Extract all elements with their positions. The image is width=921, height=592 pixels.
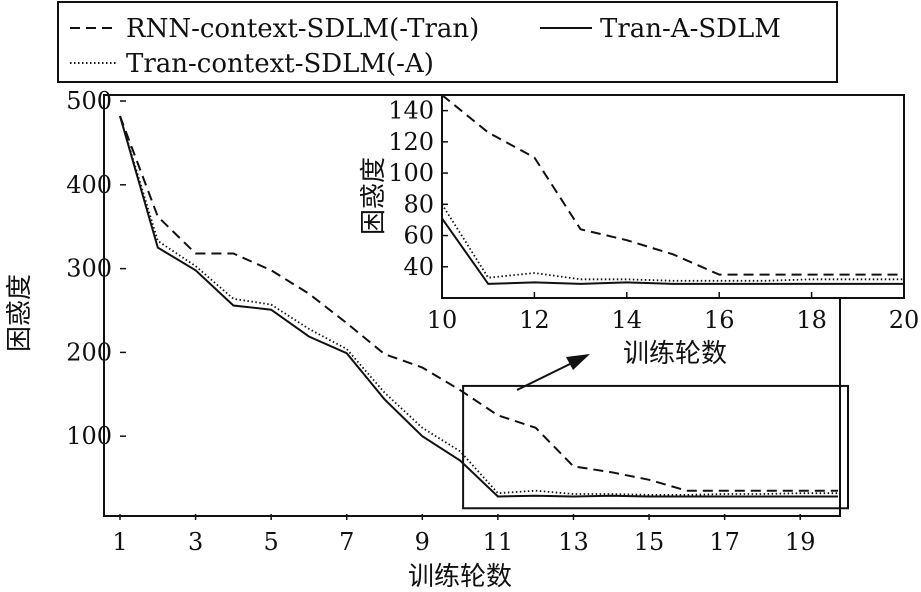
zoom-arrow <box>516 354 590 391</box>
inset-y-tick-label: 40 <box>403 253 434 281</box>
main-x-axis-title: 训练轮数 <box>408 562 512 592</box>
main-x-tick-label: 17 <box>709 528 740 556</box>
main-x-tick-label: 7 <box>339 528 354 556</box>
inset-series-tran-a-sdlm <box>441 217 904 285</box>
main-series-tran-context-sdlm-a <box>119 115 838 496</box>
inset-y-tick-label: 140 <box>388 97 434 125</box>
main-x-tick-label: 1 <box>112 528 127 556</box>
main-y-tick-label: 500 <box>66 87 112 115</box>
main-x-tick-label: 3 <box>188 528 203 556</box>
inset-x-tick-label: 18 <box>796 306 827 334</box>
inset-x-axis-title: 训练轮数 <box>623 339 727 369</box>
main-x-tick-label: 15 <box>634 528 665 556</box>
legend: RNN-context-SDLM(-Tran) Tran-A-SDLM Tran… <box>57 1 838 83</box>
main-series-tran-a-sdlm <box>119 115 838 498</box>
inset-y-tick-label: 120 <box>388 128 434 156</box>
inset-y-axis-title: 困惑度 <box>359 157 389 235</box>
legend-label-tran-a: Tran-A-SDLM <box>600 14 781 44</box>
inset-plot-lines <box>441 94 904 285</box>
inset-x-tick-label: 20 <box>889 306 920 334</box>
inset-y-tick-label: 100 <box>388 159 434 187</box>
inset-y-tick-label: 80 <box>403 190 434 218</box>
main-x-tick-label: 5 <box>264 528 279 556</box>
legend-frame <box>57 1 838 83</box>
main-y-tick-label: 300 <box>66 255 112 283</box>
main-x-tick-label: 19 <box>785 528 816 556</box>
legend-label-tran-context: Tran-context-SDLM(-A) <box>126 49 434 79</box>
inset-x-tick-label: 10 <box>427 306 458 334</box>
main-x-tick-label: 11 <box>483 528 514 556</box>
inset-x-tick-label: 12 <box>519 306 550 334</box>
main-y-tick-label: 400 <box>66 171 112 199</box>
main-y-axis-title: 困惑度 <box>5 274 35 352</box>
inset-chart: 10 12 14 16 18 20 40 60 80 100 120 140 训练轮数 困惑度 <box>359 94 919 369</box>
inset-y-tick-label: 60 <box>403 222 434 250</box>
main-plot-lines <box>119 115 838 498</box>
zoom-region-box <box>462 384 849 510</box>
inset-x-tick-label: 14 <box>612 306 643 334</box>
main-series-rnn-context-sdlm-tran <box>119 115 838 492</box>
legend-label-rnn: RNN-context-SDLM(-Tran) <box>126 14 479 44</box>
inset-x-tick-label: 16 <box>704 306 735 334</box>
zoom-arrow-head <box>566 354 590 370</box>
main-y-tick-label: 100 <box>66 422 112 450</box>
zoom-arrow-shaft <box>516 362 573 391</box>
main-y-tick-label: 200 <box>66 338 112 366</box>
inset-series-tran-context-sdlm-a <box>441 203 904 282</box>
main-x-tick-label: 9 <box>415 528 430 556</box>
main-x-tick-label: 13 <box>558 528 589 556</box>
inset-axis-ticks: 10 12 14 16 18 20 40 60 80 100 120 140 <box>388 97 919 334</box>
inset-series-rnn-context-sdlm-tran <box>441 94 904 276</box>
inset-frame <box>441 94 905 299</box>
